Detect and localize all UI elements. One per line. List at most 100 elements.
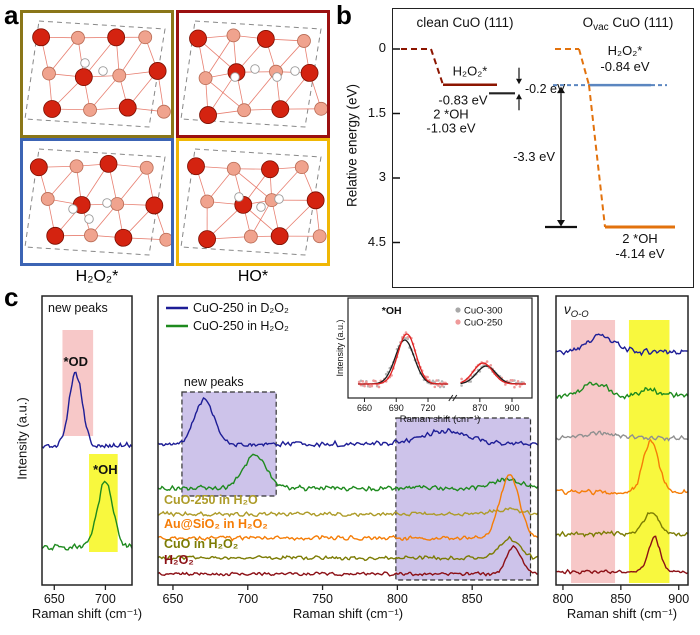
caption-ho: HO* — [237, 268, 269, 285]
inset-tick-label: 690 — [389, 403, 404, 413]
structure-image-ovac-ho — [176, 138, 330, 266]
atom-O — [198, 230, 216, 249]
atom-Cu — [226, 28, 241, 43]
scatter-point — [433, 385, 437, 389]
legend-label: CuO-250 in H₂O₂ — [193, 319, 289, 333]
scatter-point — [437, 384, 440, 387]
nu-oo-annotation: νO-O — [564, 302, 589, 320]
inset-tick-label: 720 — [421, 403, 436, 413]
scatter-point — [442, 385, 446, 389]
lattice-bond — [118, 37, 146, 76]
lattice-bond — [243, 71, 277, 111]
inset-legend-label: CuO-300 — [464, 306, 503, 317]
scatter-point — [404, 331, 408, 334]
spectrum-CuO in H₂O₂ — [157, 535, 539, 562]
atom-H — [256, 202, 266, 212]
atom-H — [80, 58, 90, 68]
atom-O — [189, 29, 207, 48]
curve-label: H₂O₂ — [164, 553, 194, 567]
lattice-bond — [250, 199, 273, 237]
highlight-band — [571, 320, 616, 583]
atom-O — [256, 30, 275, 48]
atom-Cu — [71, 30, 85, 45]
intensity-axis-label: Intensity (a.u.) — [14, 397, 30, 480]
atom-Cu — [83, 102, 97, 117]
unit-cell-outline — [180, 20, 322, 128]
label-clean-2oh: 2 *OH — [433, 106, 468, 121]
atom-Cu — [69, 159, 84, 174]
peak-label: *OH — [93, 462, 118, 477]
x-axis-label: Raman shift (cm⁻¹) — [567, 606, 677, 621]
scatter-point — [513, 385, 516, 389]
lattice-bond — [275, 40, 305, 72]
spectrum-CuO-250 in D₂O₂ — [157, 397, 539, 449]
inset-tick-label: 900 — [504, 403, 519, 413]
atom-O — [118, 98, 137, 117]
inset-x-label: Raman shift (cm⁻¹) — [400, 414, 481, 425]
spectrum-Au@SiO₂ in H₂O₂ — [157, 474, 539, 542]
atom-H — [68, 204, 78, 214]
scatter-point — [440, 380, 444, 383]
atom-O — [99, 154, 118, 173]
energy-clean-h2o2: -0.83 eV — [438, 93, 487, 108]
spectrum-CuO-250 in H₂O₂ — [157, 453, 539, 492]
label-clean-h2o2: H₂O₂* — [453, 64, 488, 79]
atom-Cu — [237, 103, 252, 118]
scatter-point — [435, 379, 438, 382]
scatter-point — [460, 384, 463, 387]
scatter-point — [460, 377, 463, 381]
x-axis-label: Raman shift (cm⁻¹) — [32, 606, 142, 621]
curve-label: Au@SiO₂ in H₂O₂ — [164, 517, 268, 531]
atom-Cu — [139, 160, 154, 175]
scatter-point — [368, 384, 372, 388]
scatter-point — [361, 380, 365, 383]
inset-legend-label: CuO-250 — [464, 318, 503, 329]
scatter-point — [384, 372, 388, 376]
atom-O — [187, 157, 205, 176]
atom-O — [114, 228, 133, 247]
drop-label: -3.3 eV — [513, 149, 555, 164]
lattice-bond — [206, 168, 235, 202]
y-tick-label: 4.5 — [367, 233, 386, 249]
x-tick-label: 850 — [610, 592, 631, 606]
scatter-point — [426, 375, 429, 379]
atom-O — [145, 196, 164, 215]
structure-image-clean-h2o2 — [20, 10, 174, 138]
spectrum-Au@SiO₂ in H₂O₂ — [555, 438, 689, 496]
clean-title: clean CuO (111) — [416, 15, 513, 30]
x-tick-label: 700 — [95, 592, 116, 606]
atom-Cu — [200, 194, 215, 209]
atom-H — [234, 192, 244, 202]
atom-Cu — [294, 160, 309, 175]
inset-y-label: Intensity (a.u.) — [335, 319, 345, 376]
atom-Cu — [312, 229, 327, 244]
scatter-point — [518, 385, 522, 388]
x-tick-label: 800 — [387, 592, 408, 606]
plot-frame — [41, 295, 133, 586]
atom-H — [230, 72, 240, 82]
scatter-point — [370, 384, 374, 388]
lattice-bond — [48, 37, 79, 74]
atom-O — [270, 227, 289, 246]
panel-c-label: c — [4, 282, 19, 312]
atom-H — [250, 64, 260, 74]
atom-O — [306, 191, 325, 210]
energy-diagram: clean CuO (111) Ovac CuO (111) H₂O₂* -0.83 … — [392, 8, 694, 288]
scatter-point — [511, 379, 514, 382]
inset-tick-label: 660 — [357, 403, 372, 413]
lattice-bond — [47, 165, 77, 200]
panel-b-label: b — [336, 0, 352, 30]
scatter-point — [469, 380, 473, 383]
energy-ovac-h2o2: -0.84 eV — [600, 59, 649, 74]
structure-image-ovac-h2o2 — [176, 10, 330, 138]
lattice-bond — [116, 167, 148, 205]
atom-H — [274, 194, 284, 204]
atom-Cu — [112, 68, 127, 83]
scatter-point — [431, 379, 435, 383]
y-tick-label: 0 — [378, 40, 386, 55]
inset-plot: 660 690 720 870 900 Raman shift (cm⁻¹) Intensi… — [335, 297, 533, 425]
atom-O — [107, 28, 126, 47]
y-tick-label: 3 — [378, 169, 386, 184]
curve-label: CuO-250 in H₂O — [164, 493, 258, 507]
